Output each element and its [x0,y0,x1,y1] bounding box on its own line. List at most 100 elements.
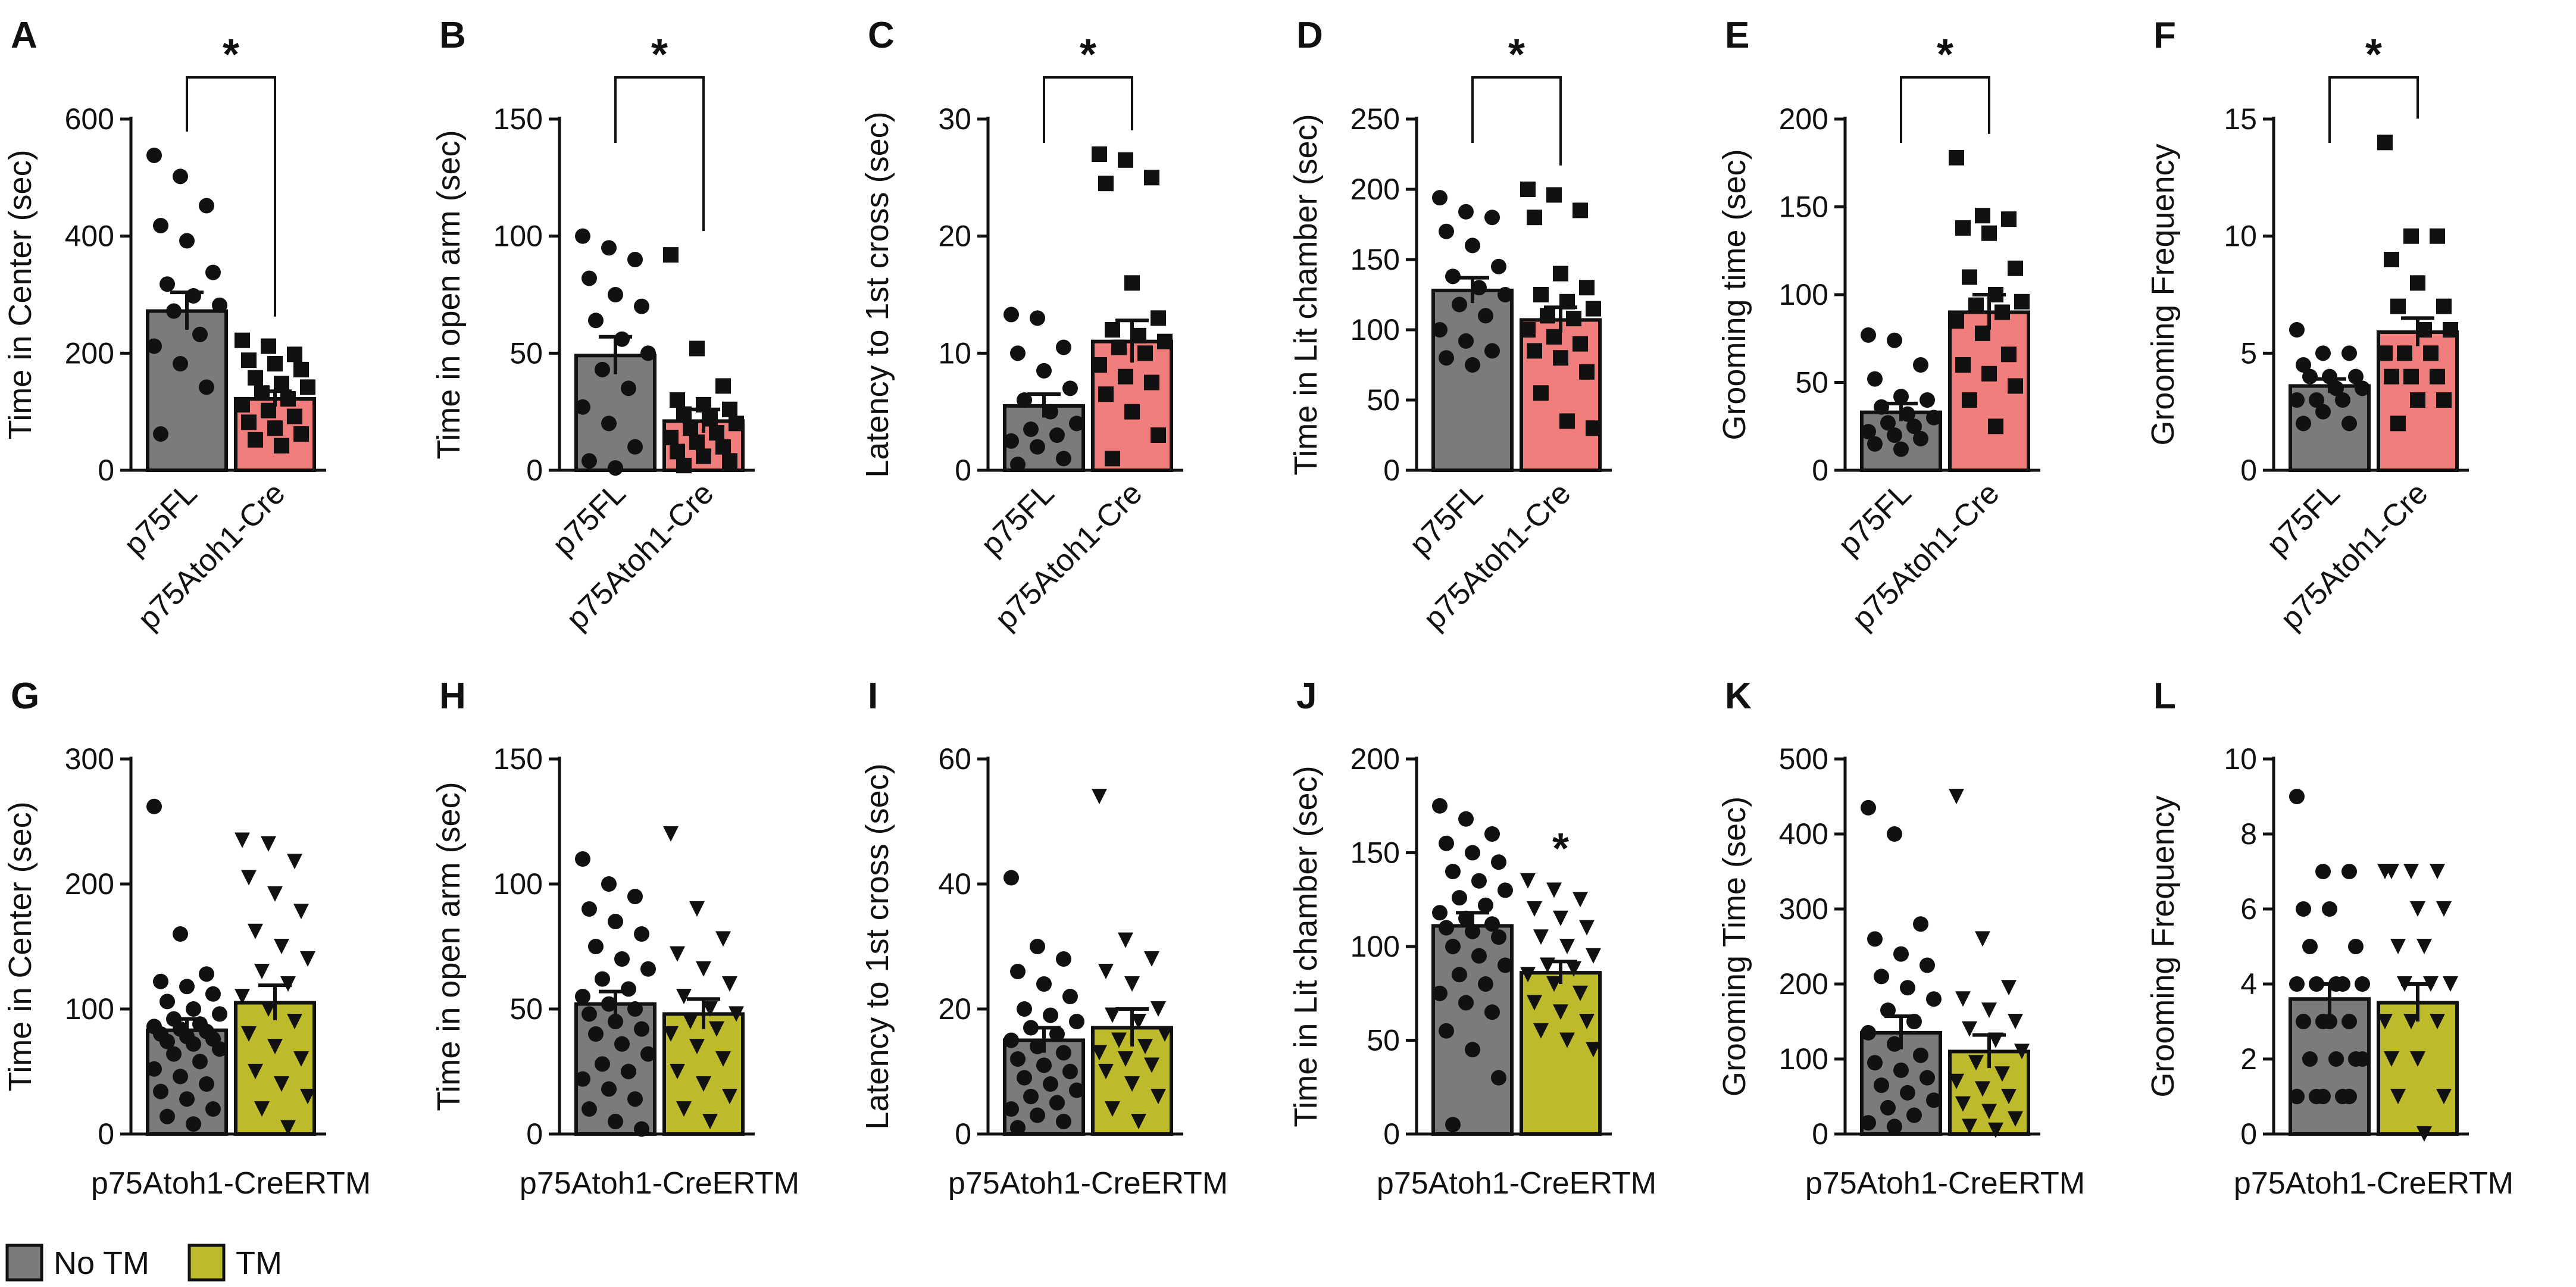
panel-letter: G [11,676,39,717]
data-point [2328,1051,2344,1067]
data-point [1105,451,1120,467]
data-point [287,346,302,363]
data-point [2008,378,2023,394]
data-point [2430,864,2445,879]
data-point [280,391,296,407]
data-point [2377,1014,2393,1029]
data-point [1049,1026,1065,1042]
data-point [614,951,630,967]
data-point [702,1001,718,1017]
data-point [1573,202,1588,218]
y-tick-label: 100 [493,867,543,901]
data-point [1491,854,1506,870]
data-point [1471,280,1487,296]
data-point [696,961,711,977]
data-point [1533,385,1549,401]
y-axis-title: Latency to 1st cross (sec) [859,763,895,1129]
data-point [2289,789,2305,804]
data-point [1062,1064,1078,1079]
y-tick-label: 400 [65,220,114,253]
data-point [722,401,737,417]
data-point [1439,350,1454,366]
y-tick-label: 0 [955,454,971,487]
data-point [582,1101,597,1117]
data-point [601,416,617,432]
data-point [241,352,257,368]
data-point [2341,864,2357,879]
data-point [2001,1089,2017,1104]
data-point [1023,1089,1039,1104]
data-point [179,1091,195,1107]
data-point [179,979,195,995]
y-tick-label: 2 [2240,1042,2257,1076]
data-point [2289,1089,2305,1104]
data-point [2348,939,2364,954]
data-point [1949,1073,1964,1089]
data-point [1137,345,1153,361]
data-point [1118,932,1133,948]
data-point [248,370,263,386]
data-point [1887,332,1902,348]
significance-star: * [1937,31,1953,79]
data-point [1098,176,1114,192]
data-point [1498,882,1513,898]
data-point [2008,260,2023,276]
data-point [261,1001,276,1017]
data-point [267,420,283,436]
y-tick-label: 150 [493,742,543,776]
data-point [582,453,597,469]
data-point [173,926,188,942]
data-point [1478,976,1493,992]
data-point [153,426,168,442]
data-point [1458,204,1474,220]
data-point [2397,345,2412,361]
data-point [267,356,283,372]
data-point [2296,901,2311,917]
data-point [2436,298,2452,314]
group-label: p75Atoh1-CreERTM [520,1166,799,1201]
data-point [595,971,610,987]
y-tick-label: 5 [2240,336,2257,370]
data-point [248,432,263,448]
data-point [1540,308,1555,324]
data-point [1124,404,1140,420]
data-point [1030,439,1045,455]
group-label: p75Atoh1-CreERTM [1805,1166,2085,1201]
data-point [1003,307,1019,323]
data-point [2315,1089,2331,1104]
data-point [2341,1089,2357,1104]
data-point [1861,799,1876,816]
y-tick-label: 50 [1795,366,1828,399]
data-point [2328,380,2344,396]
data-point [261,338,276,354]
data-point [582,1006,597,1022]
legend-label-tm: TM [236,1245,282,1281]
data-point [715,1051,731,1067]
data-point [293,361,309,377]
data-point [1975,1081,1990,1097]
y-tick-label: 0 [2240,1117,2257,1151]
data-point [1955,220,1971,236]
data-point [1131,1014,1146,1029]
y-tick-label: 300 [1779,892,1828,926]
data-point [689,341,705,357]
data-point [1439,835,1454,851]
data-point [1062,380,1078,396]
group-label: p75Atoh1-CreERTM [2234,1166,2514,1201]
data-point [1498,287,1513,302]
data-point [2341,345,2357,361]
data-point [1962,1119,1977,1135]
data-point [1432,798,1448,814]
data-point [676,1101,692,1117]
y-axis-title: Grooming Time (sec) [1717,796,1752,1097]
data-point [2315,345,2331,361]
data-point [293,1051,309,1067]
data-point [575,228,590,244]
data-point [595,361,610,377]
y-tick-label: 150 [493,102,543,136]
data-point [1498,957,1513,973]
data-point [293,426,309,442]
data-point [1559,413,1575,429]
data-point [1867,371,1883,387]
data-point [1458,811,1474,827]
